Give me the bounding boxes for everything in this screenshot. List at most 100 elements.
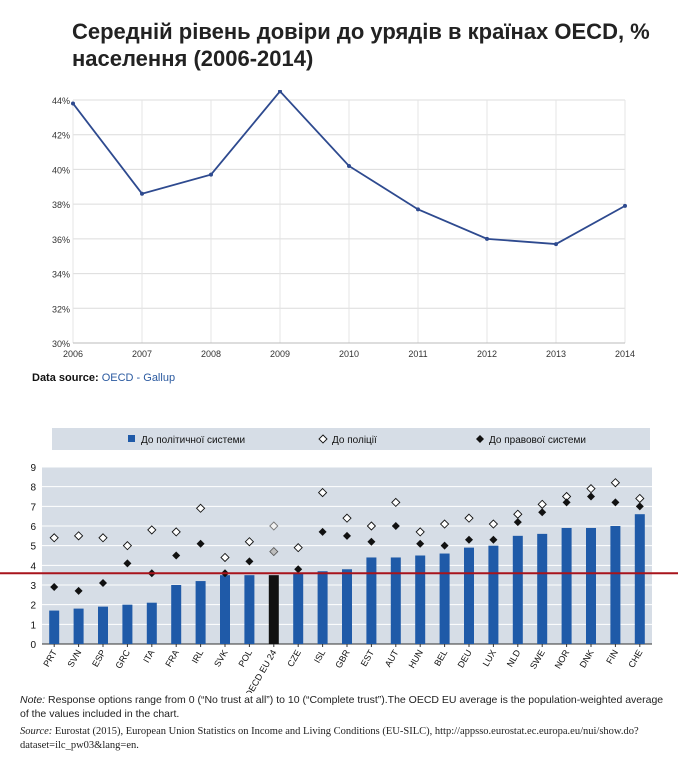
legal-marker bbox=[196, 539, 205, 548]
bar bbox=[512, 535, 523, 644]
bar bbox=[488, 545, 499, 644]
legal-marker bbox=[74, 586, 83, 595]
police-marker bbox=[98, 533, 108, 543]
y-tick-label: 36% bbox=[52, 235, 70, 245]
x-tick-label: GBR bbox=[333, 648, 352, 670]
police-marker bbox=[439, 519, 450, 529]
data-point bbox=[209, 172, 213, 177]
x-tick-label: FRA bbox=[163, 648, 181, 669]
police-marker bbox=[415, 527, 425, 537]
legend-label-police: До поліції bbox=[332, 435, 377, 446]
data-source-label: Data source: bbox=[32, 372, 99, 384]
legal-marker bbox=[489, 535, 498, 544]
bar bbox=[537, 533, 548, 644]
y-tick-label: 6 bbox=[30, 522, 36, 533]
police-marker bbox=[244, 537, 255, 547]
police-marker bbox=[122, 541, 133, 551]
source-text: Eurostat (2015), European Union Statisti… bbox=[20, 726, 639, 751]
y-tick-label: 3 bbox=[30, 581, 36, 592]
police-marker bbox=[342, 513, 352, 523]
x-tick-label: 2014 bbox=[615, 349, 635, 359]
legal-marker bbox=[123, 559, 132, 568]
y-tick-label: 44% bbox=[52, 96, 70, 106]
legal-marker bbox=[294, 565, 303, 574]
police-marker bbox=[610, 478, 621, 488]
bar bbox=[390, 557, 401, 644]
data-source: Data source: OECD - Gallup bbox=[32, 372, 175, 384]
bar bbox=[342, 569, 352, 644]
data-point bbox=[416, 207, 420, 212]
legend-swatch-political bbox=[128, 435, 135, 442]
x-tick-label: CZE bbox=[285, 648, 303, 669]
x-tick-label: 2013 bbox=[546, 349, 566, 359]
legal-marker bbox=[245, 557, 254, 566]
x-tick-label: ESP bbox=[90, 648, 108, 669]
y-tick-label: 8 bbox=[30, 483, 36, 494]
x-tick-label: 2009 bbox=[270, 349, 290, 359]
x-tick-label: IRL bbox=[190, 648, 206, 665]
legend-marker-police bbox=[318, 434, 328, 444]
y-tick-label: 34% bbox=[52, 270, 70, 280]
x-tick-label: EST bbox=[359, 648, 377, 669]
y-tick-label: 0 bbox=[30, 640, 36, 651]
x-tick-label: POL bbox=[236, 648, 254, 669]
line-chart: 30% 32% 34% 36% 38% 40% 42% 44% 2006 2007 2008 2009… bbox=[52, 90, 635, 359]
x-tick-label: BEL bbox=[432, 648, 449, 668]
data-source-link[interactable]: OECD - Gallup bbox=[101, 372, 176, 384]
bar bbox=[464, 547, 474, 644]
police-marker bbox=[195, 503, 206, 513]
bar bbox=[415, 555, 426, 644]
x-tick-label: ITA bbox=[141, 648, 156, 665]
source-label: Source: bbox=[20, 726, 53, 737]
x-tick-label: 2007 bbox=[132, 349, 152, 359]
y-tick-label: 2 bbox=[30, 601, 36, 612]
y-tick-label: 4 bbox=[30, 561, 36, 572]
legend-panel bbox=[52, 428, 650, 450]
data-point bbox=[140, 191, 144, 196]
legal-marker bbox=[367, 537, 376, 546]
x-tick-label: PRT bbox=[41, 648, 59, 669]
y-tick-label: 30% bbox=[52, 339, 70, 349]
bar bbox=[268, 575, 279, 644]
x-tick-label: NOR bbox=[553, 648, 572, 671]
police-marker bbox=[488, 519, 499, 529]
bar bbox=[634, 514, 645, 644]
x-tick-label: GRC bbox=[113, 648, 132, 671]
chart-source: Source: Eurostat (2015), European Union … bbox=[20, 725, 670, 753]
data-point bbox=[554, 242, 558, 247]
bar bbox=[610, 526, 621, 644]
bar-chart: До політичної системи До поліції До правов… bbox=[0, 428, 678, 693]
x-tick-label: 2008 bbox=[201, 349, 221, 359]
x-tick-label: DEU bbox=[456, 648, 474, 669]
police-marker bbox=[171, 527, 181, 537]
bar bbox=[220, 575, 230, 644]
y-tick-label: 1 bbox=[30, 620, 36, 631]
legal-marker bbox=[50, 582, 59, 591]
legend-marker-legal bbox=[476, 435, 484, 443]
x-tick-label: SWE bbox=[528, 648, 547, 671]
bar bbox=[171, 585, 182, 644]
legal-marker bbox=[269, 547, 279, 557]
bar bbox=[586, 527, 596, 644]
bar bbox=[195, 581, 206, 644]
y-tick-label: 40% bbox=[52, 165, 70, 175]
bar bbox=[317, 571, 328, 644]
y-tick-label: 5 bbox=[30, 542, 36, 553]
legend-label-political: До політичної системи bbox=[141, 435, 245, 446]
note-text: Response options range from 0 (“No trust… bbox=[20, 694, 664, 720]
police-marker bbox=[293, 542, 303, 553]
x-tick-label: 2011 bbox=[408, 349, 427, 359]
x-tick-label: SVK bbox=[212, 648, 230, 669]
y-tick-label: 38% bbox=[52, 200, 70, 210]
police-marker bbox=[73, 531, 84, 541]
chart-note: Note: Response options range from 0 (“No… bbox=[20, 693, 670, 721]
y-tick-label: 42% bbox=[52, 131, 70, 141]
legal-marker bbox=[172, 551, 181, 560]
y-tick-label: 7 bbox=[30, 502, 36, 513]
police-marker bbox=[220, 552, 230, 563]
legal-marker bbox=[465, 535, 473, 544]
x-tick-label: SVN bbox=[65, 648, 83, 669]
page-title: Середній рівень довіри до урядів в країн… bbox=[72, 19, 650, 71]
data-point bbox=[278, 90, 282, 94]
bar bbox=[366, 557, 377, 644]
